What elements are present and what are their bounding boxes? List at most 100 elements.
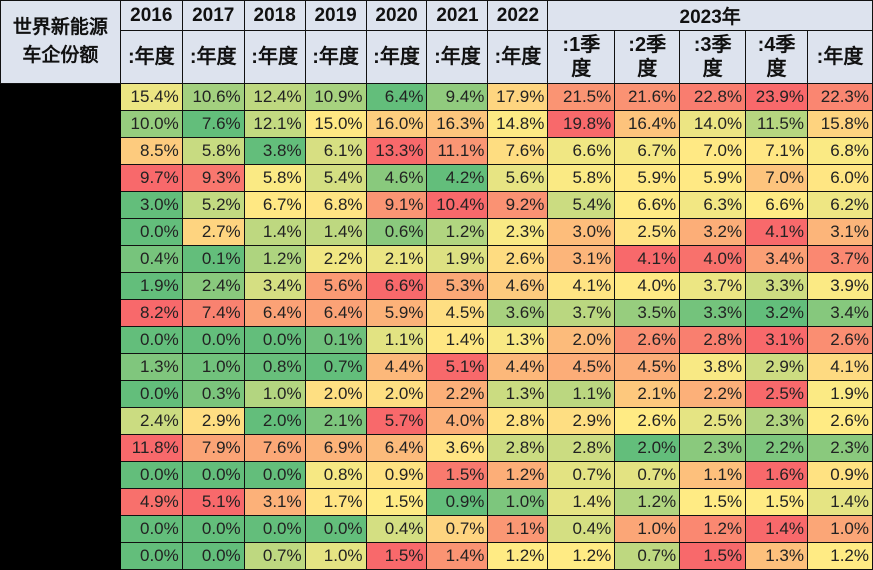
heatmap-cell: 5.3%: [426, 272, 489, 300]
heatmap-cell: 11.5%: [745, 110, 808, 138]
heatmap-cell: 9.7%: [119, 164, 183, 192]
heatmap-cell: 7.9%: [181, 434, 245, 462]
heatmap-cell: 0.7%: [304, 353, 367, 381]
row-label: [0, 218, 121, 246]
heatmap-cell: 1.1%: [365, 326, 428, 354]
heatmap-cell: 21.5%: [547, 83, 616, 111]
annual-header: :年度: [304, 30, 367, 84]
table-row: 0.0% 0.0% 0.0% 0.0% 0.4% 0.7% 1.1% 0.4% 1.0% 1.2%…: [0, 515, 873, 543]
heatmap-cell: 0.0%: [181, 326, 245, 354]
heatmap-cell: 1.1%: [547, 380, 616, 408]
heatmap-cell: 9.1%: [365, 191, 428, 219]
heatmap-cell: 0.0%: [181, 542, 245, 570]
heatmap-cell: 1.1%: [487, 515, 549, 543]
heatmap-cell: 3.6%: [426, 434, 489, 462]
heatmap-cell: 5.6%: [487, 164, 549, 192]
heatmap-cell: 1.2%: [243, 245, 306, 273]
row-label: [0, 191, 121, 219]
heatmap-cell: 3.8%: [243, 137, 306, 165]
corner-line1: 世界新能源: [12, 17, 108, 38]
heatmap-cell: 4.5%: [547, 353, 616, 381]
heatmap-cell: 10.0%: [119, 110, 183, 138]
heatmap-cell: 2.1%: [614, 380, 681, 408]
quarter-header: :2季度: [614, 30, 681, 84]
heatmap-cell: 3.1%: [806, 218, 873, 246]
heatmap-cell: 7.0%: [679, 137, 747, 165]
heatmap-cell: 0.7%: [426, 515, 489, 543]
heatmap-cell: 1.5%: [679, 488, 747, 516]
row-label: [0, 299, 121, 327]
year-header: 2016: [119, 0, 183, 31]
heatmap-cell: 2.8%: [487, 407, 549, 435]
heatmap-cell: 1.0%: [806, 515, 873, 543]
heatmap-cell: 0.3%: [181, 380, 245, 408]
heatmap-cell: 10.9%: [304, 83, 367, 111]
heatmap-cell: 4.5%: [614, 353, 681, 381]
q-line: :1季: [562, 34, 601, 56]
heatmap-cell: 4.4%: [487, 353, 549, 381]
heatmap-cell: 2.6%: [614, 326, 681, 354]
heatmap-cell: 0.0%: [119, 542, 183, 570]
heatmap-cell: 3.7%: [547, 299, 616, 327]
row-label: [0, 110, 121, 138]
table-body: 15.4% 10.6% 12.4% 10.9% 6.4% 9.4% 17.9% 21.5% 21…: [0, 83, 873, 570]
heatmap-cell: 14.8%: [487, 110, 549, 138]
heatmap-cell: 4.9%: [119, 488, 183, 516]
heatmap-cell: 11.1%: [426, 137, 489, 165]
heatmap-cell: 5.4%: [304, 164, 367, 192]
table-row: 11.8% 7.9% 7.6% 6.9% 6.4% 3.6% 2.8% 2.8% 2.0% 2.3…: [0, 434, 873, 462]
heatmap-cell: 2.0%: [614, 434, 681, 462]
heatmap-cell: 0.1%: [304, 326, 367, 354]
heatmap-cell: 2.9%: [547, 407, 616, 435]
q-line: 度: [702, 58, 723, 80]
heatmap-cell: 0.9%: [426, 488, 489, 516]
q-line: :2季: [628, 34, 667, 56]
heatmap-cell: 2.2%: [426, 380, 489, 408]
row-label: [0, 515, 121, 543]
heatmap-cell: 0.0%: [181, 515, 245, 543]
heatmap-cell: 0.0%: [119, 218, 183, 246]
heatmap-cell: 5.8%: [181, 137, 245, 165]
heatmap-cell: 22.3%: [806, 83, 873, 111]
heatmap-cell: 2.1%: [304, 407, 367, 435]
heatmap-cell: 0.0%: [304, 515, 367, 543]
heatmap-cell: 1.4%: [745, 515, 808, 543]
heatmap-cell: 1.3%: [745, 542, 808, 570]
heatmap-cell: 1.3%: [119, 353, 183, 381]
heatmap-cell: 15.8%: [806, 110, 873, 138]
row-label: [0, 245, 121, 273]
heatmap-cell: 4.1%: [547, 272, 616, 300]
quarter-header: :4季度: [745, 30, 808, 84]
heatmap-cell: 3.1%: [547, 245, 616, 273]
heatmap-cell: 8.2%: [119, 299, 183, 327]
heatmap-cell: 0.1%: [181, 245, 245, 273]
heatmap-cell: 16.0%: [365, 110, 428, 138]
table-row: 2.4% 2.9% 2.0% 2.1% 5.7% 4.0% 2.8% 2.9% 2.6% 2.5%…: [0, 407, 873, 435]
table-row: 8.2% 7.4% 6.4% 6.4% 5.9% 4.5% 3.6% 3.7% 3.5% 3.3%…: [0, 299, 873, 327]
heatmap-cell: 3.4%: [243, 272, 306, 300]
heatmap-cell: 2.6%: [806, 407, 873, 435]
heatmap-cell: 4.0%: [679, 245, 747, 273]
heatmap-cell: 1.6%: [745, 461, 808, 489]
annual-header: :年度: [487, 30, 549, 84]
year-header: 2022: [487, 0, 549, 31]
heatmap-cell: 1.3%: [487, 326, 549, 354]
heatmap-cell: 1.4%: [806, 488, 873, 516]
q-line: 度: [571, 58, 592, 80]
heatmap-cell: 1.5%: [745, 488, 808, 516]
heatmap-cell: 2.3%: [806, 434, 873, 462]
heatmap-cell: 13.3%: [365, 137, 428, 165]
year-header: 2021: [426, 0, 489, 31]
table-row: 9.7% 9.3% 5.8% 5.4% 4.6% 4.2% 5.6% 5.8% 5.9% 5.9%…: [0, 164, 873, 192]
heatmap-cell: 1.2%: [487, 542, 549, 570]
heatmap-cell: 19.8%: [547, 110, 616, 138]
table-row: 0.0% 0.3% 1.0% 2.0% 2.0% 2.2% 1.3% 1.1% 2.1% 2.2%…: [0, 380, 873, 408]
heatmap-cell: 5.8%: [243, 164, 306, 192]
heatmap-cell: 4.4%: [365, 353, 428, 381]
heatmap-cell: 9.4%: [426, 83, 489, 111]
heatmap-cell: 1.0%: [181, 353, 245, 381]
heatmap-cell: 3.2%: [679, 218, 747, 246]
heatmap-cell: 1.0%: [487, 488, 549, 516]
heatmap-cell: 2.0%: [547, 326, 616, 354]
heatmap-cell: 1.2%: [614, 488, 681, 516]
